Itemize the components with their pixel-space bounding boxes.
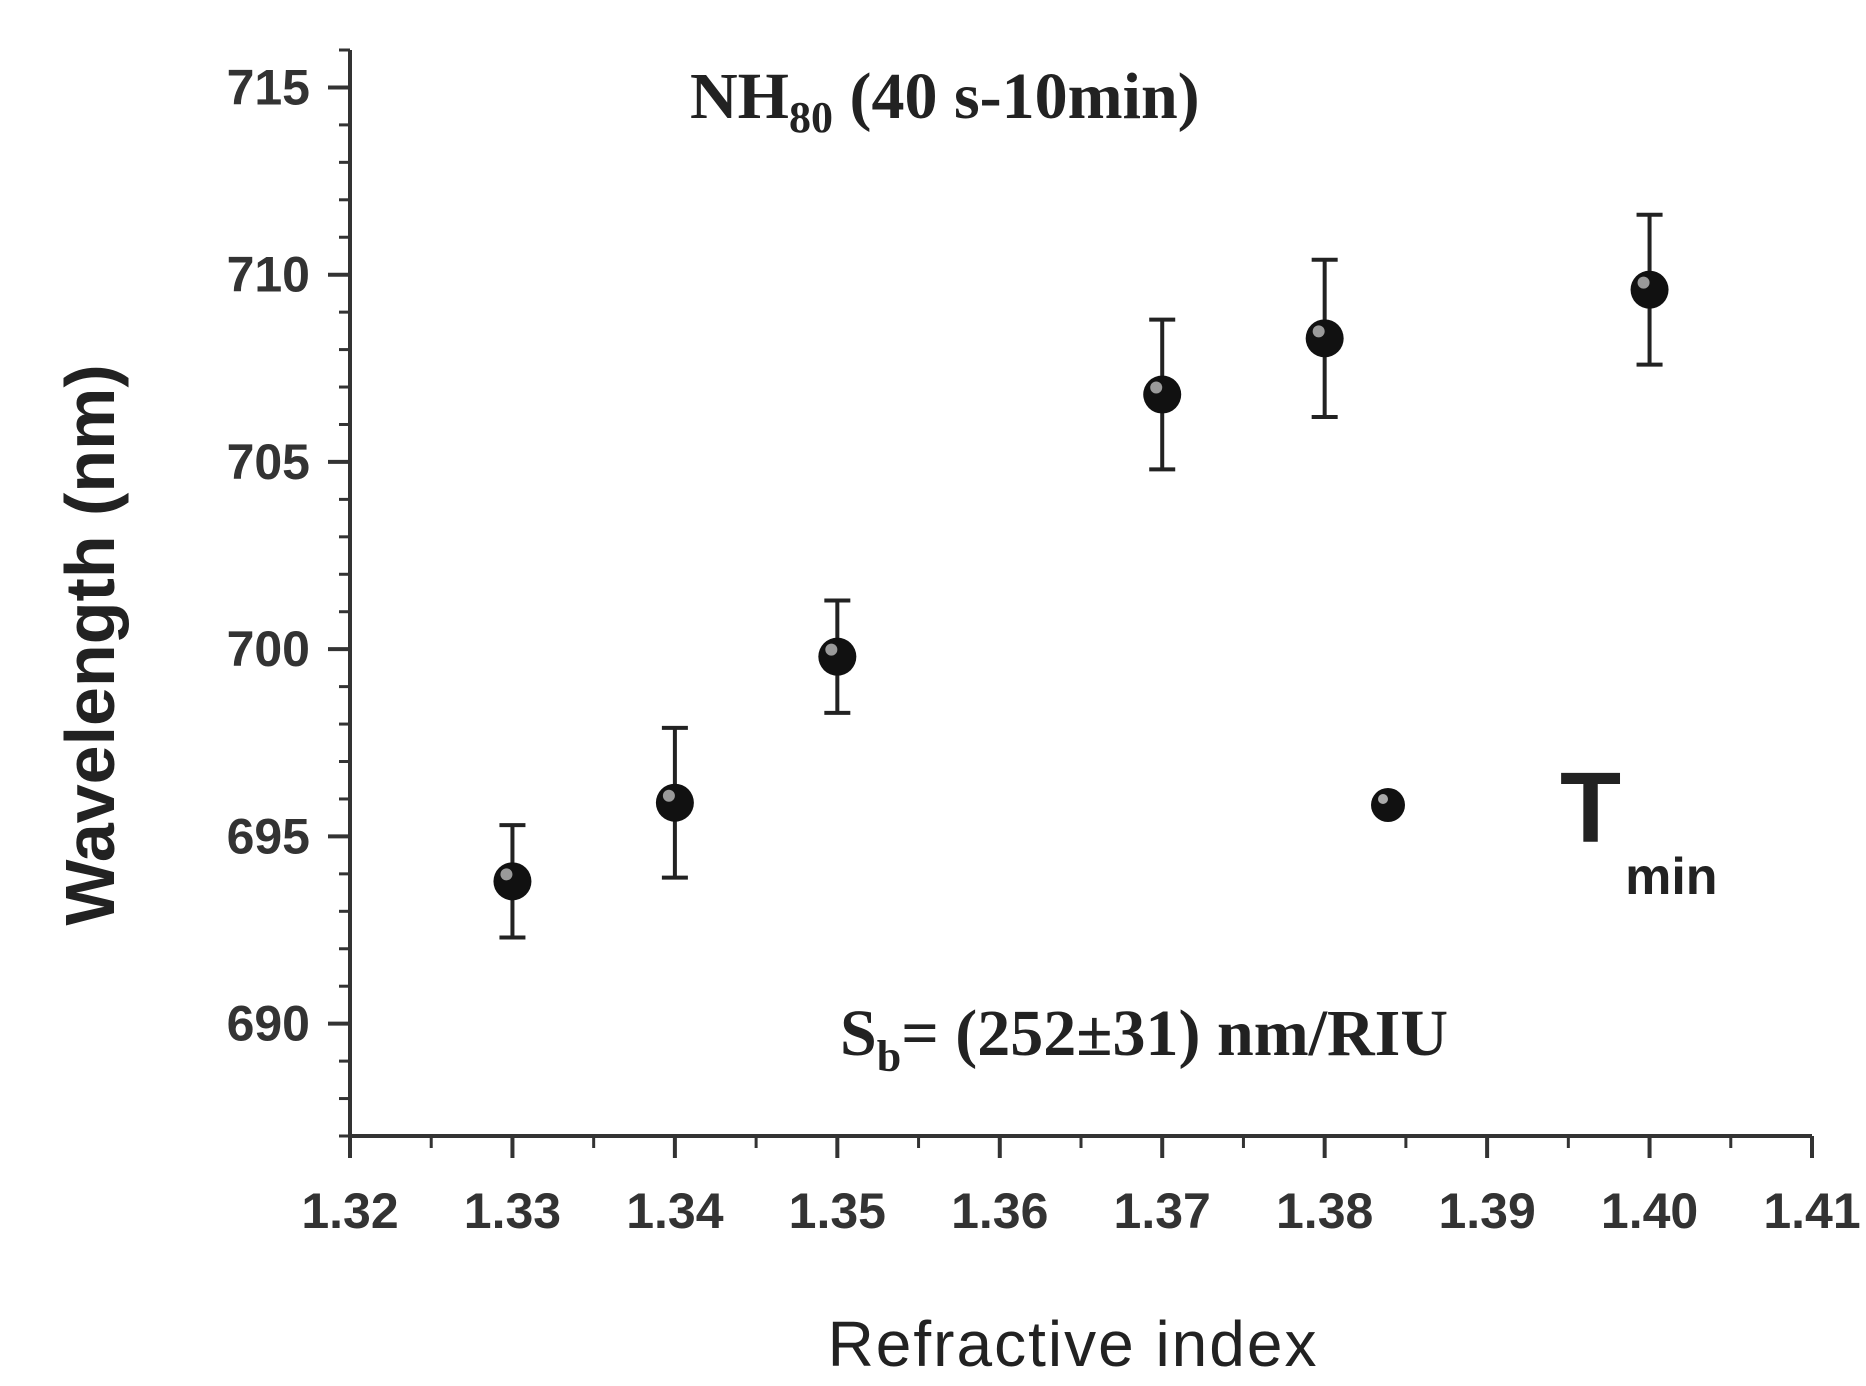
x-tick-label: 1.35 <box>789 1183 886 1239</box>
data-point <box>818 598 857 715</box>
point-marker <box>493 862 532 901</box>
point-highlight <box>500 868 513 881</box>
legend: Tmin <box>1371 752 1718 906</box>
x-axis-title: Refractive index <box>828 1308 1319 1380</box>
y-tick-label: 700 <box>227 621 310 677</box>
point-marker <box>1630 270 1669 309</box>
data-point <box>655 725 694 880</box>
x-tick-label: 1.37 <box>1114 1183 1211 1239</box>
x-tick-label: 1.41 <box>1763 1183 1860 1239</box>
point-marker <box>1143 375 1182 414</box>
legend-marker-highlight <box>1378 794 1388 804</box>
x-tick-label: 1.32 <box>301 1183 398 1239</box>
x-tick-label: 1.34 <box>626 1183 724 1239</box>
data-point <box>1305 257 1344 419</box>
point-marker <box>818 637 857 676</box>
legend-marker <box>1371 788 1405 822</box>
chart-title: NH80 (40 s-10min) <box>690 60 1200 142</box>
legend-label: Tmin <box>1560 752 1718 906</box>
point-highlight <box>662 789 675 802</box>
point-marker <box>655 783 694 822</box>
point-highlight <box>1637 276 1650 289</box>
y-axis-title: Wavelength (nm) <box>51 364 129 925</box>
point-highlight <box>825 643 838 656</box>
point-marker <box>1305 319 1344 358</box>
sensitivity-annotation: Sb= (252±31) nm/RIU <box>840 997 1448 1081</box>
data-point <box>1143 317 1182 472</box>
x-tick-label: 1.36 <box>951 1183 1048 1239</box>
y-tick-label: 705 <box>227 434 310 490</box>
data-point <box>493 823 532 940</box>
data-marks <box>493 212 1669 940</box>
data-point <box>1630 212 1669 367</box>
x-tick-label: 1.38 <box>1276 1183 1373 1239</box>
point-highlight <box>1312 325 1325 338</box>
y-tick-label: 695 <box>227 808 310 864</box>
point-highlight <box>1150 381 1163 394</box>
x-tick-label: 1.40 <box>1601 1183 1698 1239</box>
x-tick-label: 1.33 <box>464 1183 561 1239</box>
x-tick-label: 1.39 <box>1438 1183 1535 1239</box>
axes-group: 1.32 1.33 1.34 1.35 1.36 1.37 1.38 1.39 1.40 1.41… <box>227 48 1861 1239</box>
y-tick-label: 715 <box>227 59 310 115</box>
y-tick-label: 690 <box>227 996 310 1052</box>
y-tick-label: 710 <box>227 247 310 303</box>
